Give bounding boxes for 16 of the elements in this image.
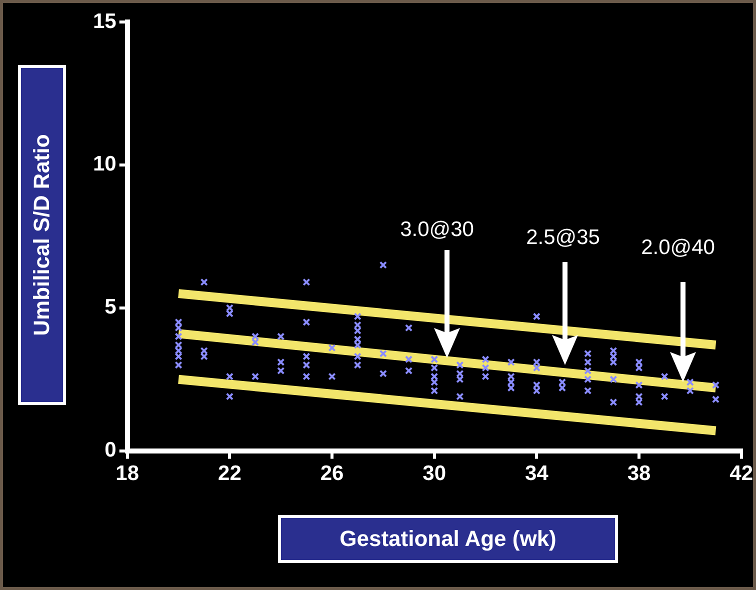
y-axis-title: Umbilical S/D Ratio bbox=[18, 65, 66, 405]
x-tick-label: 34 bbox=[524, 462, 549, 486]
x-tick-label: 26 bbox=[320, 462, 344, 486]
x-tick-label: 42 bbox=[730, 462, 753, 486]
x-axis-title: Gestational Age (wk) bbox=[278, 515, 618, 563]
annotation: 3.0@30 bbox=[400, 218, 474, 242]
x-tick-label: 18 bbox=[116, 462, 140, 486]
x-tick-label: 38 bbox=[627, 462, 651, 486]
annotation: 2.0@40 bbox=[641, 236, 715, 260]
annotation: 2.5@35 bbox=[526, 226, 600, 250]
x-tick-label: 22 bbox=[218, 462, 242, 486]
y-tick-label: 0 bbox=[104, 438, 116, 462]
y-tick-label: 10 bbox=[93, 152, 116, 176]
y-tick-label: 5 bbox=[104, 296, 117, 319]
y-tick-label: 15 bbox=[93, 10, 117, 33]
x-tick-label: 30 bbox=[422, 462, 446, 486]
